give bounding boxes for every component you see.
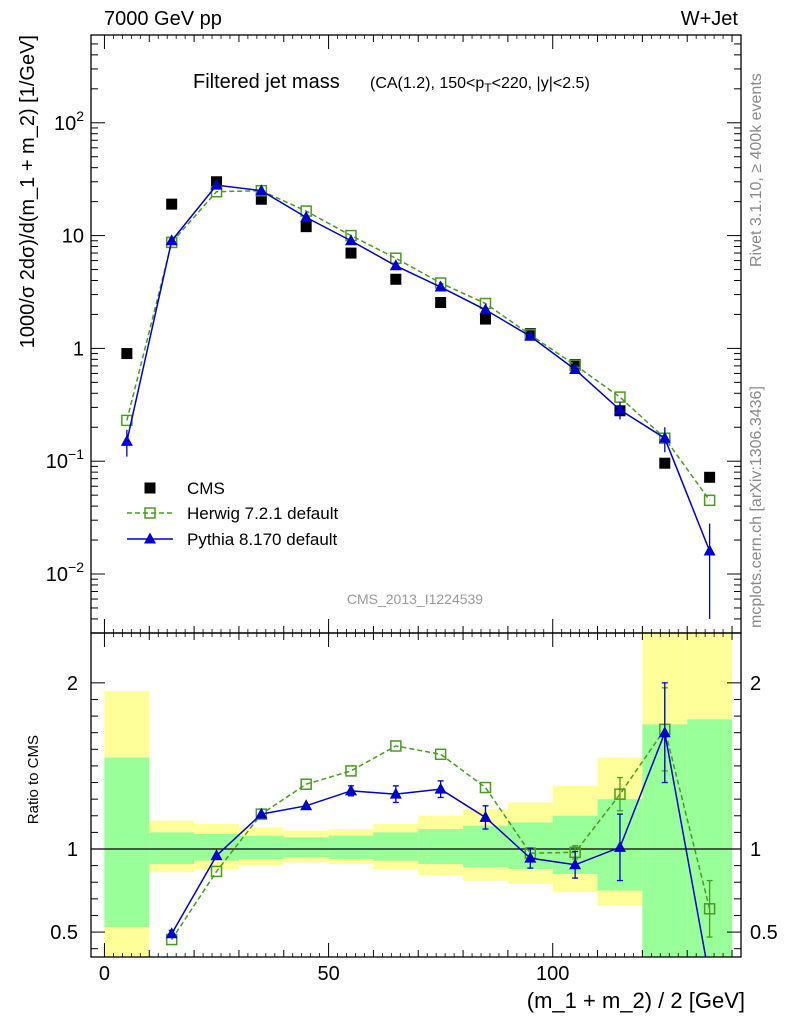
x-tick-label: 100 [536,963,569,985]
y-axis-label: 1000/σ 2dσ)/d(m_1 + m_2) [1/GeV] [17,35,39,348]
pythia-point [165,234,178,246]
ratio-y-tick-label-right: 0.5 [750,922,778,944]
ratio-plot-frame [90,632,742,958]
ratio-pythia-point [434,782,447,794]
ratio-pythia-point [345,784,357,796]
cms-point [345,247,357,259]
ratio-herwig-point [434,748,447,761]
legend-cms-marker [144,482,156,494]
process-label: W+Jet [680,8,738,30]
ratio-pythia-point [210,849,223,861]
y-tick-label: 10−1 [46,446,84,473]
plot-title: Filtered jet mass [193,71,340,93]
legend-herwig-label: Herwig 7.2.1 default [187,504,338,523]
pythia-point [703,544,716,556]
pythia-point [658,431,671,443]
green-band-bin [283,837,329,858]
cms-point [390,273,402,285]
ratio-y-axis-label: Ratio to CMS [25,735,42,824]
pythia-line [126,184,711,552]
green-band-bin [149,832,195,864]
green-band-bin [463,825,508,868]
green-band-bin [373,832,419,861]
cms-point [121,348,133,360]
green-band-bin [328,835,374,859]
legend-pythia-marker [144,532,156,544]
legend-herwig-marker [144,507,156,519]
ratio-pythia-point [300,799,313,811]
x-tick-label: 0 [99,963,110,985]
y-tick-label: 1 [73,338,84,360]
cms-point [659,457,671,469]
ratio-pythia-point [613,840,626,852]
x-axis-label: (m_1 + m_2) / 2 [GeV] [527,988,745,1013]
cms-point [300,221,312,233]
ratio-herwig-point [703,903,716,915]
ratio-pythia-point [569,858,582,870]
y-tick-label: 10 [62,226,84,248]
uncertainty-bands [104,633,733,957]
ratio-pythia-point [389,787,402,799]
legend-pythia-label: Pythia 8.170 default [187,530,338,549]
pythia-point [479,303,492,315]
herwig-point [703,494,716,507]
pythia-point [434,280,447,292]
ratio-pythia-point [165,927,178,939]
x-tick-label: 50 [317,963,339,985]
pythia-point [120,434,133,446]
herwig-line [126,189,711,501]
green-band-bin [104,757,150,928]
cms-point [704,471,716,483]
ratio-y-tick-label-right: 1 [750,839,761,861]
ratio-series [165,682,716,957]
ratio-pythia-point [524,851,537,863]
pythia-point [300,210,313,222]
ratio-herwig-point [345,765,357,777]
legend-cms-label: CMS [187,479,225,498]
main-series [120,176,716,619]
ratio-herwig-point [210,865,223,878]
cms-point [166,198,178,210]
cms-point [435,297,447,309]
ratio-herwig-point [390,740,402,752]
y-tick-label: 102 [54,108,84,135]
pythia-point [255,184,268,196]
plot-subtitle: (CA(1.2), 150<pT<220, |y|<2.5) [370,75,590,95]
pythia-point [389,259,402,271]
pythia-point [524,329,537,341]
y-tick-label: 10−2 [46,559,84,586]
ratio-y-tick-label: 1 [67,839,78,861]
ratio-y-tick-label-right: 2 [750,673,761,695]
analysis-watermark: CMS_2013_I1224539 [347,591,483,607]
pythia-point [569,363,582,375]
pythia-point [210,178,223,190]
cms-point [479,313,491,325]
pythia-point [345,234,357,246]
ratio-herwig-point [300,778,312,790]
ratio-pythia-point [658,726,671,738]
ratio-y-tick-label: 2 [67,673,78,695]
energy-label: 7000 GeV pp [104,8,222,30]
ratio-herwig-point [479,781,492,794]
green-band-bin [238,835,284,859]
ratio-pythia-point [255,807,268,819]
pythia-point [613,403,626,415]
ratio-pythia-point [479,810,492,822]
ratio-herwig-point [614,788,626,800]
cms-point [255,193,267,205]
green-band-bin [418,829,464,864]
ratio-y-tick-label: 0.5 [50,922,78,944]
